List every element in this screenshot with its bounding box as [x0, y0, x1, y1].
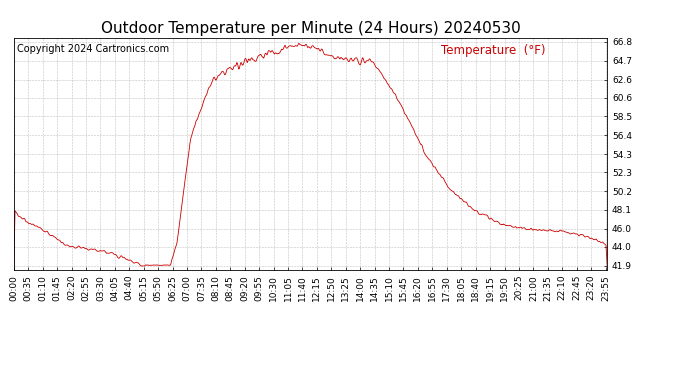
- Title: Outdoor Temperature per Minute (24 Hours) 20240530: Outdoor Temperature per Minute (24 Hours…: [101, 21, 520, 36]
- Text: Temperature  (°F): Temperature (°F): [441, 45, 546, 57]
- Text: Copyright 2024 Cartronics.com: Copyright 2024 Cartronics.com: [17, 45, 169, 54]
